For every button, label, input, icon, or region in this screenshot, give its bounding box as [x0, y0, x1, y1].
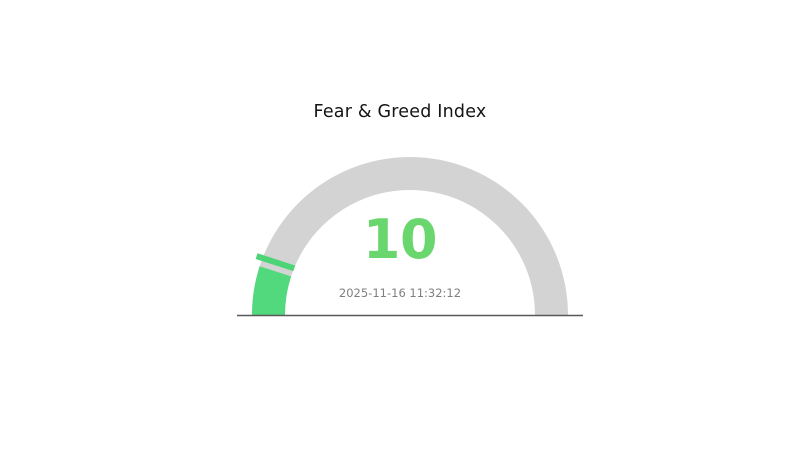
- gauge-timestamp: 2025-11-16 11:32:12: [338, 286, 462, 300]
- gauge-value-arc: [251, 266, 292, 315]
- page-title: Fear & Greed Index: [313, 102, 487, 122]
- gauge-threshold-tick: [255, 253, 296, 272]
- gauge-track-arc: [252, 157, 568, 315]
- gauge-value-readout: 10: [362, 208, 438, 271]
